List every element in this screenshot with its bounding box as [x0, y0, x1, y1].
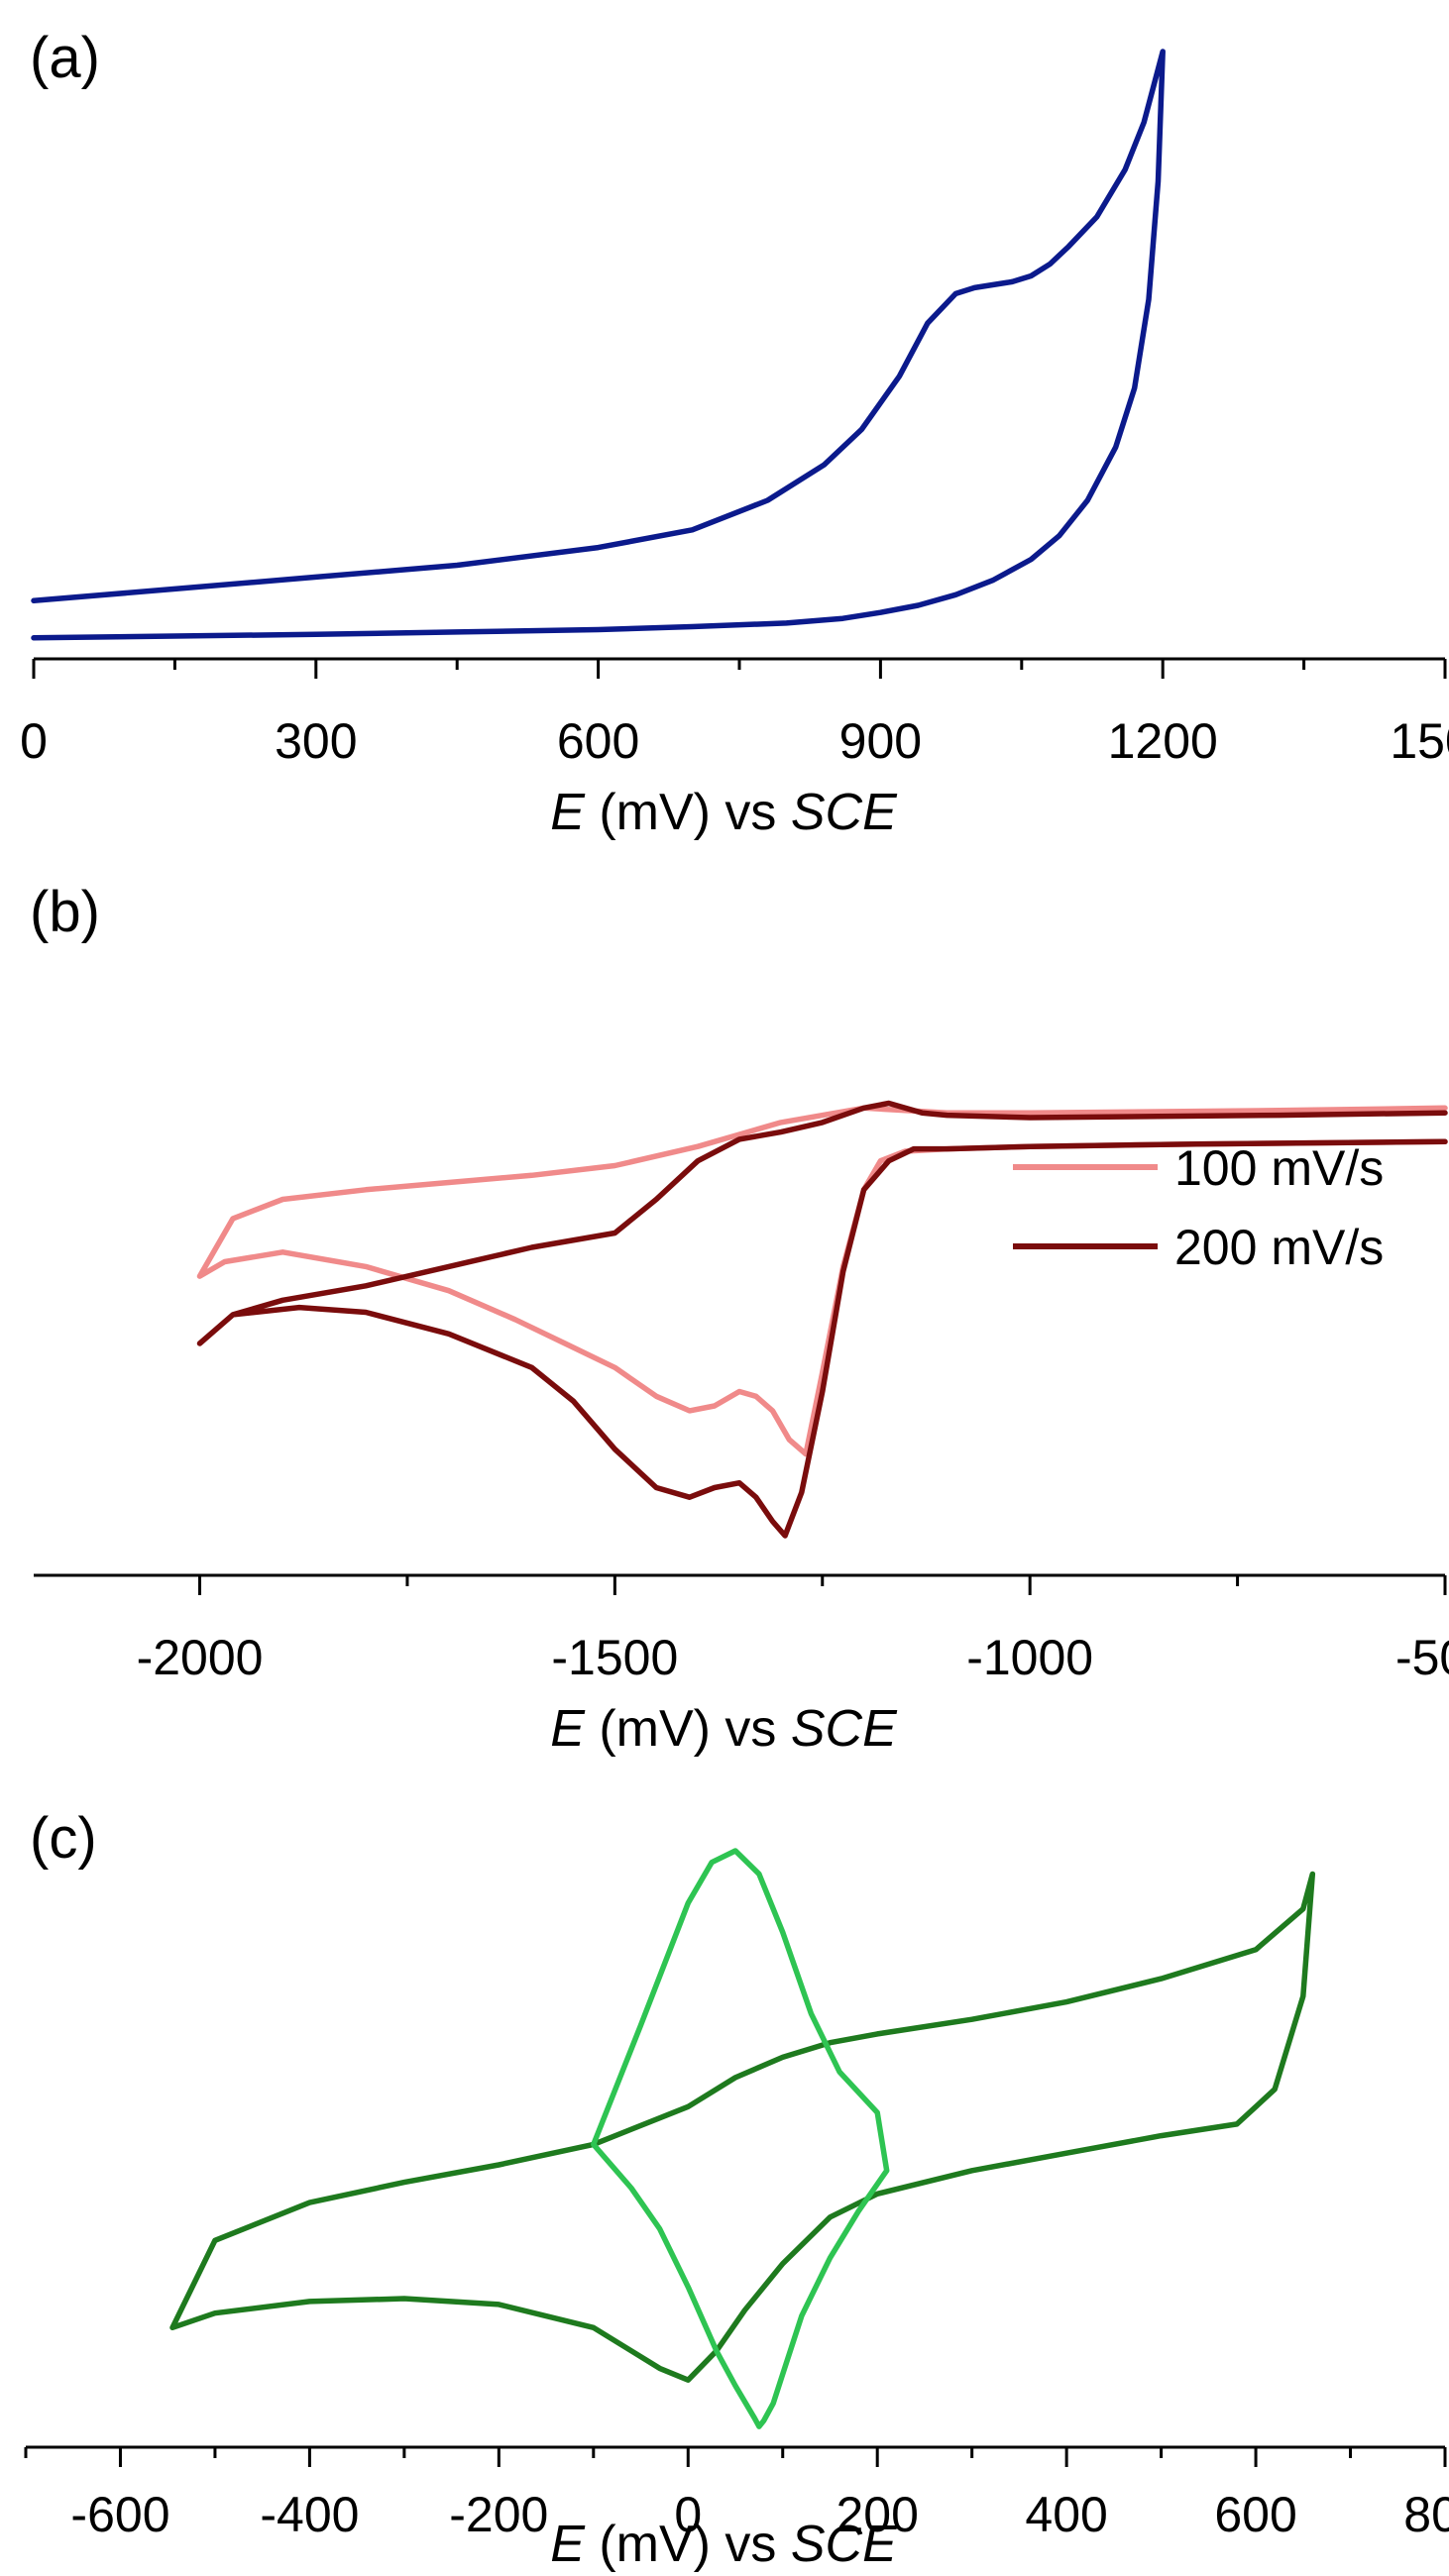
panel-a-tick-label: 600	[557, 713, 639, 769]
panel-a-tick-label: 0	[20, 713, 48, 769]
panel-b-x-axis-title-e: E	[550, 1700, 586, 1758]
panel-b-label: (b)	[30, 880, 100, 944]
panel-c-label: (c)	[30, 1806, 97, 1871]
panel-a-x-axis-title-mid: (mV) vs	[585, 784, 791, 841]
panel-c-series-1-line	[169, 1871, 1316, 2383]
panel-a-tick-label: 900	[839, 713, 922, 769]
panel-c-ticks: -600 -400 -200 0 200 400 600 800	[24, 2447, 1449, 2542]
panel-b-x-axis-title-mid: (mV) vs	[585, 1700, 791, 1758]
panel-c-x-axis-title-sce: SCE	[791, 2516, 898, 2573]
panel-c-series-2-line	[591, 1848, 890, 2429]
panel-c-tick-label: 600	[1214, 2487, 1296, 2542]
panel-a-tick-label: 1500	[1390, 713, 1449, 769]
panel-c-tick-label: 400	[1025, 2487, 1107, 2542]
panel-c-x-axis-title-e: E	[550, 2516, 586, 2573]
panel-a-x-axis-title-e: E	[550, 784, 586, 841]
panel-b-curves	[196, 1100, 1448, 1539]
panel-a-x-axis-title: E (mV) vs SCE	[550, 784, 898, 841]
panel-a-curves	[31, 49, 1166, 641]
panel-a-tick-label: 1200	[1108, 713, 1218, 769]
panel-c-tick-label: -200	[449, 2487, 548, 2542]
panel-a-x-axis-title-sce: SCE	[791, 784, 898, 841]
panel-b-tick-label: -1000	[966, 1630, 1093, 1685]
panel-b-legend: 100 mV/s 200 mV/s	[1013, 1140, 1384, 1275]
panel-b: (b) -2000 -1500 -1000 -500 E (mV) vs SCE 10…	[30, 880, 1449, 1758]
panel-a-label: (a)	[30, 26, 100, 90]
panel-a-tick-label: 300	[275, 713, 357, 769]
panel-c-curves	[169, 1848, 1316, 2429]
panel-c-x-axis-title: E (mV) vs SCE	[550, 2516, 898, 2573]
panel-b-series-2-line	[196, 1100, 1448, 1539]
panel-c-tick-label: 800	[1403, 2487, 1449, 2542]
legend-label-100: 100 mV/s	[1174, 1140, 1384, 1196]
panel-a: (a) 0 300 600 900 1200 1500 E (mV) vs SCE	[20, 26, 1449, 841]
panel-c-tick-label: 0	[674, 2487, 702, 2542]
legend-label-200: 200 mV/s	[1174, 1220, 1384, 1275]
panel-b-tick-label: -500	[1395, 1630, 1449, 1685]
panel-b-tick-label: -1500	[551, 1630, 678, 1685]
panel-a-ticks: 0 300 600 900 1200 1500	[20, 659, 1449, 769]
panel-c: (c) -600 -400 -200 0 200 400 600 800 E (mV) vs …	[24, 1806, 1449, 2573]
panel-b-ticks: -2000 -1500 -1000 -500	[137, 1575, 1449, 1685]
panel-b-x-axis-title-sce: SCE	[791, 1700, 898, 1758]
panel-c-tick-label: -400	[260, 2487, 359, 2542]
panel-a-series-1-line	[31, 49, 1166, 641]
panel-b-x-axis-title: E (mV) vs SCE	[550, 1700, 898, 1758]
panel-c-x-axis-title-mid: (mV) vs	[585, 2516, 791, 2573]
panel-c-tick-label: 200	[836, 2487, 918, 2542]
panel-c-tick-label: -600	[70, 2487, 169, 2542]
panel-b-tick-label: -2000	[137, 1630, 264, 1685]
